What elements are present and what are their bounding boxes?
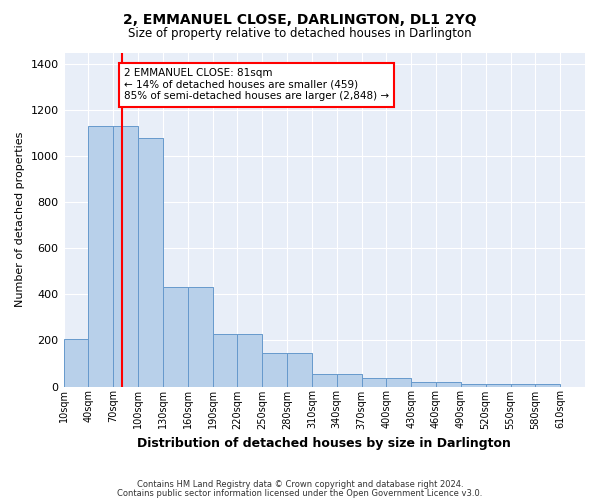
- Bar: [436, 382, 461, 386]
- Y-axis label: Number of detached properties: Number of detached properties: [15, 132, 25, 307]
- Bar: [262, 353, 287, 386]
- Bar: [461, 384, 485, 386]
- Bar: [188, 287, 212, 386]
- X-axis label: Distribution of detached houses by size in Darlington: Distribution of detached houses by size …: [137, 437, 511, 450]
- Bar: [535, 384, 560, 386]
- Bar: [138, 138, 163, 386]
- Bar: [212, 334, 238, 386]
- Text: Contains public sector information licensed under the Open Government Licence v3: Contains public sector information licen…: [118, 488, 482, 498]
- Bar: [163, 287, 188, 386]
- Bar: [511, 384, 535, 386]
- Bar: [287, 353, 312, 386]
- Text: Contains HM Land Registry data © Crown copyright and database right 2024.: Contains HM Land Registry data © Crown c…: [137, 480, 463, 489]
- Text: 2 EMMANUEL CLOSE: 81sqm
← 14% of detached houses are smaller (459)
85% of semi-d: 2 EMMANUEL CLOSE: 81sqm ← 14% of detache…: [124, 68, 389, 102]
- Bar: [411, 382, 436, 386]
- Bar: [386, 378, 411, 386]
- Bar: [312, 374, 337, 386]
- Bar: [337, 374, 362, 386]
- Text: Size of property relative to detached houses in Darlington: Size of property relative to detached ho…: [128, 28, 472, 40]
- Bar: [362, 378, 386, 386]
- Bar: [113, 126, 138, 386]
- Bar: [485, 384, 511, 386]
- Bar: [64, 340, 88, 386]
- Bar: [238, 334, 262, 386]
- Bar: [88, 126, 113, 386]
- Text: 2, EMMANUEL CLOSE, DARLINGTON, DL1 2YQ: 2, EMMANUEL CLOSE, DARLINGTON, DL1 2YQ: [123, 12, 477, 26]
